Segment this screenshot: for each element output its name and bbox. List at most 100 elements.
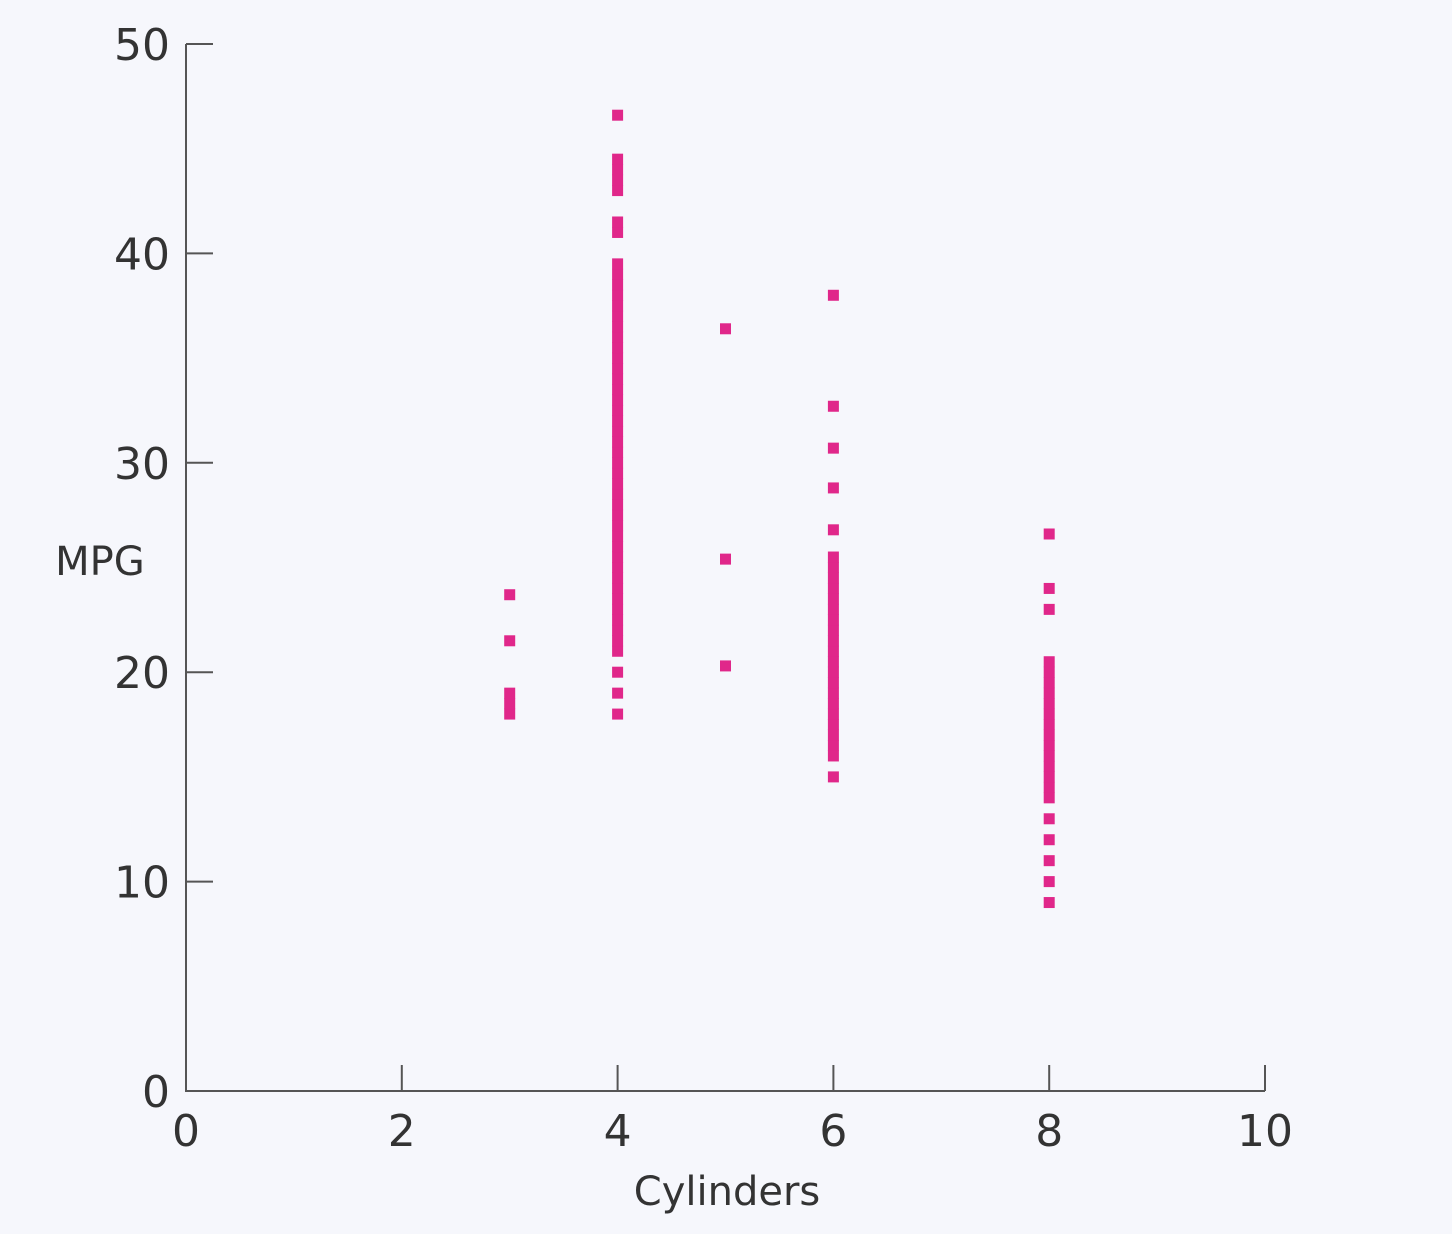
data-point [1043,698,1055,710]
data-point [827,666,839,678]
data-point [827,614,839,626]
data-point [1043,771,1055,783]
data-point [827,635,839,647]
x-tick-label: 10 [1237,1106,1293,1157]
data-point [1043,876,1055,888]
data-point [612,373,624,385]
data-point [827,582,839,594]
data-point [1043,739,1055,751]
data-point [612,310,624,322]
data-point [612,258,624,270]
data-point [612,562,624,573]
data-point [827,524,839,536]
data-point [720,323,731,335]
data-point [504,687,516,699]
x-tick-label: 8 [1035,1106,1063,1157]
data-point [612,541,624,553]
y-tick-label: 30 [114,439,170,490]
data-point [827,750,839,762]
data-point [1043,855,1055,867]
data-point [827,442,839,454]
data-point [827,289,839,301]
data-point [827,482,839,494]
data-point [612,530,624,542]
data-point [612,331,624,343]
data-point [1043,708,1055,720]
data-point [612,593,624,605]
data-point [612,666,624,678]
data-point [1043,687,1055,699]
data-point [612,572,624,584]
data-point [612,499,624,511]
data-point [612,457,624,469]
data-point [1043,750,1055,762]
x-tick-label: 6 [819,1106,847,1157]
data-point [612,394,624,406]
data-point [827,698,839,710]
y-tick-label: 20 [114,648,170,699]
data-point [612,509,624,521]
data-point [827,593,839,605]
data-point [1043,603,1055,615]
y-tick-label: 50 [114,20,170,71]
data-point [827,656,839,668]
axes-lines [185,44,1265,1092]
data-point [1043,719,1055,731]
data-point [612,185,624,197]
data-point [827,739,839,751]
data-point [612,624,624,636]
data-point [1043,656,1055,668]
data-point [612,363,624,375]
data-point [612,153,624,165]
y-tick-label: 40 [114,229,170,280]
data-point [827,562,839,573]
data-point [612,300,624,312]
data-point [827,729,839,741]
data-point [612,289,624,301]
x-tick-label: 2 [388,1106,416,1157]
data-point [504,589,516,601]
data-point [612,708,624,720]
data-point [612,279,624,291]
y-axis-ticks: 0 10 20 30 40 50 [114,20,213,1118]
data-point [720,553,731,565]
data-point [612,687,624,699]
data-point [612,415,624,427]
data-point [1043,813,1055,825]
data-point [612,109,624,121]
data-point [612,645,624,657]
data-point [612,425,624,437]
data-point [1043,760,1055,772]
data-point [827,771,839,783]
y-axis-label: MPG [55,539,145,585]
data-point [504,635,516,647]
data-point [612,478,624,490]
data-point [612,635,624,647]
data-point [827,551,839,563]
data-point [612,268,624,280]
data-point [1043,792,1055,804]
data-point [612,436,624,448]
data-point [827,719,839,731]
x-axis-ticks: 0 2 4 6 8 10 [172,1065,1293,1157]
data-point [612,551,624,563]
data-point [827,400,839,412]
data-points [504,109,1055,909]
x-tick-label: 4 [604,1106,632,1157]
data-point [612,164,624,176]
data-point [720,660,731,672]
data-point [612,174,624,186]
data-point [612,446,624,458]
data-point [827,645,839,657]
data-point [1043,582,1055,594]
data-point [612,384,624,396]
data-point [612,603,624,615]
x-tick-label: 0 [172,1106,200,1157]
y-tick-label: 0 [142,1067,170,1118]
data-point [1043,834,1055,846]
data-point [1043,677,1055,689]
data-point [612,404,624,416]
data-point [827,624,839,636]
data-point [612,352,624,364]
